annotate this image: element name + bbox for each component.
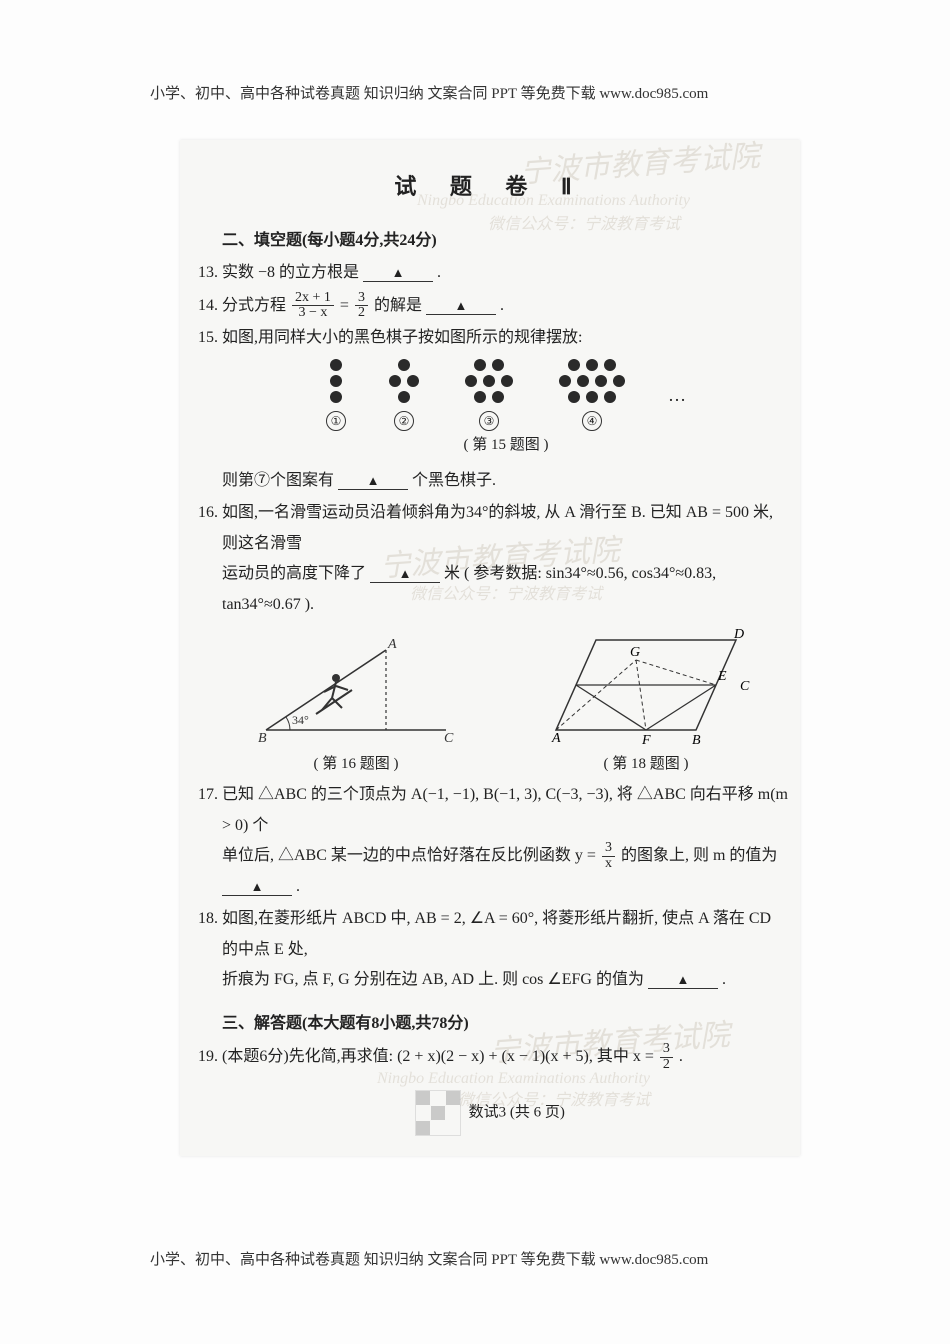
q15-blank: ▲ [338,473,408,490]
q16-q18-figures: 34° A B C ( 第 16 题图 ) [222,620,790,779]
q18-line2-b: . [722,971,726,988]
q15-ellipsis: … [668,378,686,412]
question-16: 16. 如图,一名滑雪运动员沿着倾斜角为34°的斜坡, 从 A 滑行至 B. 已… [190,498,790,778]
page: 小学、初中、高中各种试卷真题 知识归纳 文案合同 PPT 等免费下载 www.d… [0,0,950,1344]
q14-eq: = [340,297,353,314]
q14-text-a: 分式方程 [222,297,290,314]
q18-line2-a: 折痕为 FG, 点 F, G 分别在边 AB, AD 上. 则 cos ∠EFG… [222,971,644,988]
q15-pattern-2: ② [386,359,422,431]
q16-blank: ▲ [370,566,440,583]
q19-text-b: . [679,1048,683,1065]
question-19: 19. (本题6分)先化简,再求值: (2 + x)(2 − x) + (x −… [190,1042,790,1073]
qr-icon [415,1090,461,1136]
q16-line2-a: 运动员的高度下降了 [222,565,366,582]
figure-16-caption: ( 第 16 题图 ) [246,750,466,779]
q18-number: 18. [190,904,218,995]
svg-text:C: C [740,679,750,694]
q17-blank: ▲ [222,879,292,896]
q15-number: 15. [190,323,218,496]
q14-text-c: . [500,297,504,314]
section-3-heading: 三、解答题(本大题有8小题,共78分) [190,1009,790,1039]
q15-caption: ( 第 15 题图 ) [222,431,790,460]
q17-frac: 3x [602,841,615,871]
svg-text:E: E [717,669,727,684]
figure-18: A B C D E F G ( 第 18 题图 ) [526,620,766,779]
q13-tail: . [437,264,441,281]
q16-number: 16. [190,498,218,778]
question-14: 14. 分式方程 2x + 13 − x = 32 的解是 ▲ . [190,291,790,322]
figure-18-caption: ( 第 18 题图 ) [526,750,766,779]
svg-text:34°: 34° [292,713,309,727]
q14-frac1: 2x + 13 − x [292,291,334,321]
q17-line2-c: . [296,878,300,895]
q19-number: 19. [190,1042,218,1073]
q17-line2-b: 的图象上, 则 m 的值为 [621,847,777,864]
q16-line1: 如图,一名滑雪运动员沿着倾斜角为34°的斜坡, 从 A 滑行至 B. 已知 AB… [222,498,790,559]
q19-frac: 32 [660,1042,673,1072]
q15-figure: ① ② ③ [222,359,790,460]
q18-line1: 如图,在菱形纸片 ABCD 中, AB = 2, ∠A = 60°, 将菱形纸片… [222,904,790,965]
q19-text-a: (本题6分)先化简,再求值: (2 + x)(2 − x) + (x − 1)(… [222,1048,658,1065]
q14-number: 14. [190,291,218,322]
question-17: 17. 已知 △ABC 的三个顶点为 A(−1, −1), B(−1, 3), … [190,780,790,902]
svg-text:F: F [641,733,651,748]
q15-pattern-3: ③ [462,359,516,431]
svg-text:A: A [387,637,397,652]
question-13: 13. 实数 −8 的立方根是 ▲ . [190,258,790,288]
q13-blank: ▲ [363,265,433,282]
svg-text:C: C [444,731,454,746]
q17-line1: 已知 △ABC 的三个顶点为 A(−1, −1), B(−1, 3), C(−3… [222,780,790,841]
question-18: 18. 如图,在菱形纸片 ABCD 中, AB = 2, ∠A = 60°, 将… [190,904,790,995]
svg-text:B: B [258,731,267,746]
q17-line2-a: 单位后, △ABC 某一边的中点恰好落在反比例函数 y = [222,847,600,864]
q13-text: 实数 −8 的立方根是 [222,264,359,281]
svg-text:A: A [551,731,561,746]
page-header: 小学、初中、高中各种试卷真题 知识归纳 文案合同 PPT 等免费下载 www.d… [150,80,708,109]
question-15: 15. 如图,用同样大小的黑色棋子按如图所示的规律摆放: ① [190,323,790,496]
page-indicator: 数试3 (共 6 页) [190,1090,790,1136]
q15-tail-b: 个黑色棋子. [412,472,496,489]
exam-body: 宁波市教育考试院 Ningbo Education Examinations A… [180,140,800,1156]
q15-text: 如图,用同样大小的黑色棋子按如图所示的规律摆放: [222,323,790,353]
paper-title: 试 题 卷 Ⅱ [190,166,790,208]
svg-text:G: G [630,645,640,660]
q18-blank: ▲ [648,972,718,989]
q14-blank: ▲ [426,298,496,315]
q17-number: 17. [190,780,218,902]
section-2-heading: 二、填空题(每小题4分,共24分) [190,226,790,256]
page-footer: 小学、初中、高中各种试卷真题 知识归纳 文案合同 PPT 等免费下载 www.d… [150,1246,708,1275]
q14-frac2: 32 [355,291,368,321]
q15-tail-a: 则第⑦个图案有 [222,472,334,489]
q15-pattern-1: ① [326,359,346,431]
q14-text-b: 的解是 [374,297,422,314]
figure-16: 34° A B C ( 第 16 题图 ) [246,620,466,779]
svg-text:B: B [692,733,701,748]
q13-number: 13. [190,258,218,288]
q15-pattern-4: ④ [556,359,628,431]
svg-text:D: D [733,627,744,642]
